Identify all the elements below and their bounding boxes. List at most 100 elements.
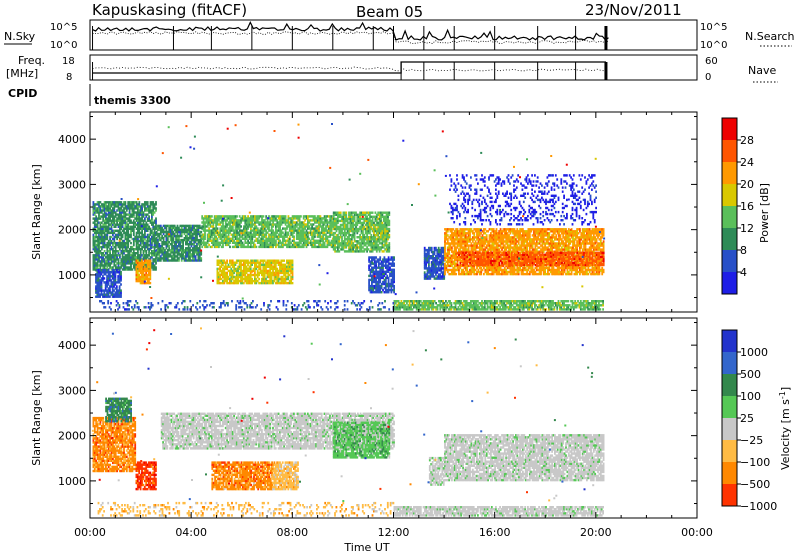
range-cell (124, 256, 127, 259)
range-cell (128, 268, 131, 271)
range-cell (95, 243, 98, 247)
range-cell (100, 231, 103, 235)
range-cell (393, 291, 395, 294)
range-cell (393, 258, 395, 261)
range-cell (109, 227, 111, 230)
range-cell (134, 266, 137, 269)
range-cell (102, 207, 105, 210)
range-cell (151, 223, 153, 226)
range-cell (385, 240, 388, 243)
range-cell (119, 262, 121, 265)
range-cell (95, 209, 98, 212)
range-cell (141, 229, 143, 232)
range-cell (137, 241, 139, 245)
range-cell (274, 263, 277, 266)
range-cell (99, 260, 102, 263)
range-cell (138, 256, 141, 259)
range-cell (106, 258, 109, 261)
range-cell (116, 203, 118, 206)
range-cell (121, 252, 124, 255)
range-cell (112, 250, 114, 253)
range-cell (149, 241, 152, 245)
range-cell (132, 266, 135, 269)
range-cell (182, 241, 184, 244)
range-cell (124, 219, 127, 222)
range-cell (119, 209, 121, 212)
range-cell (98, 207, 100, 210)
range-cell (117, 209, 120, 212)
range-cell (149, 231, 152, 235)
range-cell (121, 225, 124, 228)
range-cell (112, 229, 114, 232)
range-cell (132, 215, 135, 218)
range-cell (200, 259, 203, 262)
range-cell (117, 268, 120, 271)
range-cell (125, 241, 128, 245)
range-cell (151, 239, 153, 243)
range-cell (93, 227, 96, 230)
range-cell (123, 213, 125, 216)
range-cell (125, 248, 128, 251)
range-cell (127, 203, 130, 206)
range-cell (99, 235, 102, 239)
range-cell (142, 239, 145, 243)
range-cell (293, 235, 295, 238)
range-cell (139, 254, 142, 257)
range-cell (135, 252, 138, 255)
range-cell (124, 223, 127, 226)
range-cell (151, 211, 153, 214)
range-cell (98, 233, 100, 237)
range-cell (105, 245, 107, 249)
range-cell (116, 221, 118, 224)
range-cell (146, 209, 149, 212)
range-cell (277, 273, 280, 277)
range-cell (127, 268, 130, 271)
range-cell (145, 213, 148, 216)
range-cell (109, 243, 111, 247)
range-cell (130, 266, 132, 269)
range-cell (135, 264, 138, 267)
range-cell (112, 256, 114, 259)
range-cell (103, 260, 106, 263)
range-cell (100, 262, 103, 265)
range-cell (109, 239, 111, 243)
range-cell (113, 239, 116, 243)
range-cell (135, 219, 138, 222)
range-cell (148, 237, 150, 241)
range-cell (146, 207, 149, 210)
range-cell (110, 248, 113, 251)
range-cell (106, 217, 109, 220)
range-cell (288, 237, 291, 240)
range-cell (130, 207, 132, 210)
range-cell (120, 211, 123, 214)
range-cell (138, 217, 141, 220)
range-cell (114, 203, 117, 206)
range-cell (138, 248, 141, 251)
range-cell (251, 277, 253, 281)
range-cell (106, 250, 109, 253)
range-cell (141, 248, 143, 251)
range-cell (102, 243, 105, 247)
range-cell (152, 258, 155, 261)
range-cell (341, 236, 343, 239)
range-cell (142, 245, 145, 249)
range-cell (139, 209, 142, 212)
range-cell (99, 266, 102, 269)
range-cell (134, 205, 137, 208)
range-cell (135, 201, 138, 204)
range-cell (128, 201, 131, 204)
range-cell (117, 254, 120, 257)
range-cell (128, 258, 131, 261)
range-cell (137, 207, 139, 210)
range-cell (142, 223, 145, 226)
range-cell (130, 229, 132, 232)
range-cell (127, 262, 130, 265)
range-cell (144, 258, 146, 261)
range-cell (95, 235, 98, 239)
range-cell (128, 213, 131, 216)
range-cell (135, 227, 138, 230)
range-cell (127, 225, 130, 228)
range-cell (120, 260, 123, 263)
range-cell (132, 252, 135, 255)
